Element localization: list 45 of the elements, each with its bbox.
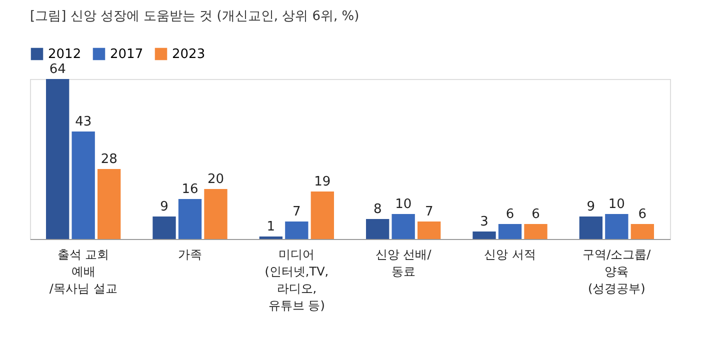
bar	[97, 169, 121, 239]
x-tick-label: 신앙 선배/ 동료	[375, 248, 432, 278]
bar	[392, 214, 415, 239]
x-tick-label: 미디어 (인터넷,TV, 라디오, 유튜브 등)	[264, 248, 329, 312]
data-label: 7	[292, 204, 301, 220]
bar	[630, 224, 654, 239]
data-label: 6	[532, 207, 540, 222]
x-tick-label: 구역/소그룹/ 양육 (성경공부)	[582, 248, 652, 296]
bar	[46, 79, 70, 239]
bar	[152, 216, 176, 239]
data-label: 7	[424, 204, 434, 220]
data-label: 10	[608, 197, 625, 212]
bar	[579, 216, 603, 239]
data-label: 8	[373, 202, 382, 217]
bar	[417, 222, 441, 239]
data-label: 64	[49, 62, 66, 77]
legend-label: 2023	[172, 47, 206, 62]
data-label: 43	[75, 114, 92, 130]
x-tick-label: 가족	[178, 248, 202, 262]
data-label: 9	[160, 200, 168, 214]
chart-title: [그림] 신앙 성장에 도움받는 것 (개신교인, 상위 6위, %)	[30, 9, 360, 24]
x-tick-label: 신앙 서적	[484, 248, 536, 262]
data-label: 20	[207, 172, 224, 187]
data-label: 9	[586, 200, 596, 214]
bar	[285, 222, 308, 239]
bar	[178, 199, 202, 239]
data-label: 10	[395, 197, 412, 212]
legend-label: 2012	[48, 47, 82, 62]
data-label: 3	[480, 214, 488, 230]
legend-label: 2017	[110, 47, 144, 62]
bar	[605, 214, 628, 239]
data-label: 28	[100, 152, 118, 167]
x-tick-label: 출석 교회 예배 /목사님 설교	[49, 248, 118, 296]
bar	[366, 219, 390, 239]
bar	[524, 224, 548, 239]
data-label: 6	[638, 207, 647, 222]
bar	[498, 224, 522, 239]
data-label: 19	[314, 174, 331, 190]
data-label: 16	[182, 182, 198, 197]
bar	[310, 192, 334, 239]
bar	[72, 132, 95, 239]
data-label: 6	[506, 207, 514, 222]
bar	[204, 189, 228, 239]
bar	[472, 232, 496, 239]
data-label: 1	[266, 220, 276, 234]
